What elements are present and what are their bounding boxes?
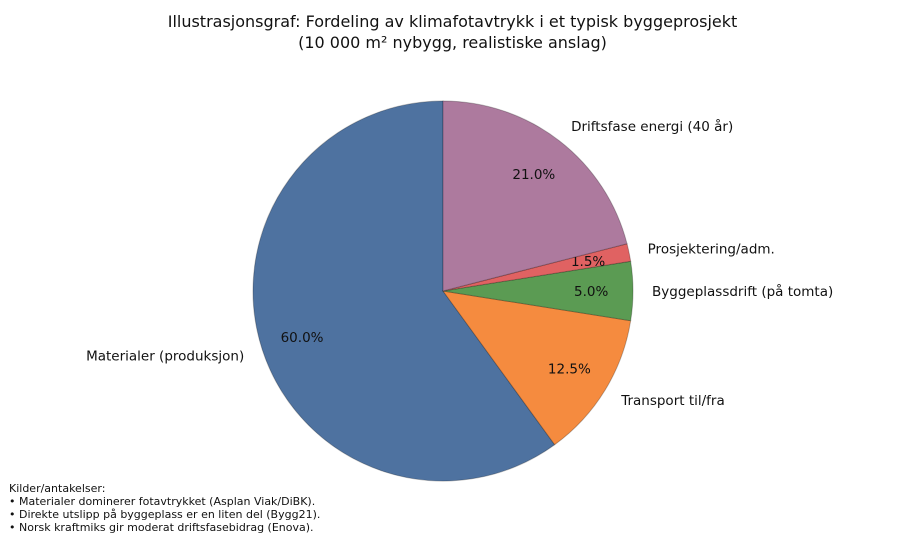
pie-slice xyxy=(441,290,632,446)
notes: Kilder/antakelser: • Materialer dominere… xyxy=(9,482,320,534)
pct-label: 5.0% xyxy=(574,284,608,300)
slice-label: Transport til/fra xyxy=(620,393,725,409)
pct-label: 21.0% xyxy=(512,167,555,183)
pie-slice xyxy=(252,100,556,482)
pie-slice xyxy=(442,260,634,322)
pie-slice xyxy=(442,100,628,292)
chart-subtitle: (10 000 m² nybygg, realistiske anslag) xyxy=(298,33,607,52)
chart-title: Illustrasjonsgraf: Fordeling av klimafot… xyxy=(167,12,738,31)
note-item: • Materialer dominerer fotavtrykket (Asp… xyxy=(9,495,316,508)
note-item: • Direkte utslipp på byggeplass er en li… xyxy=(9,508,321,521)
slice-label: Materialer (produksjon) xyxy=(86,349,244,365)
pie-slice xyxy=(442,243,632,292)
slice-label: Driftsfase energi (40 år) xyxy=(571,118,733,135)
slice-label: Byggeplassdrift (på tomta) xyxy=(652,283,833,300)
slice-label: Prosjektering/adm. xyxy=(648,242,775,258)
note-item: • Norsk kraftmiks gir moderat driftsfase… xyxy=(9,521,314,534)
pct-label: 12.5% xyxy=(548,361,591,377)
pct-label: 1.5% xyxy=(571,254,605,270)
notes-heading: Kilder/antakelser: xyxy=(9,482,106,495)
pct-label: 60.0% xyxy=(281,330,324,346)
